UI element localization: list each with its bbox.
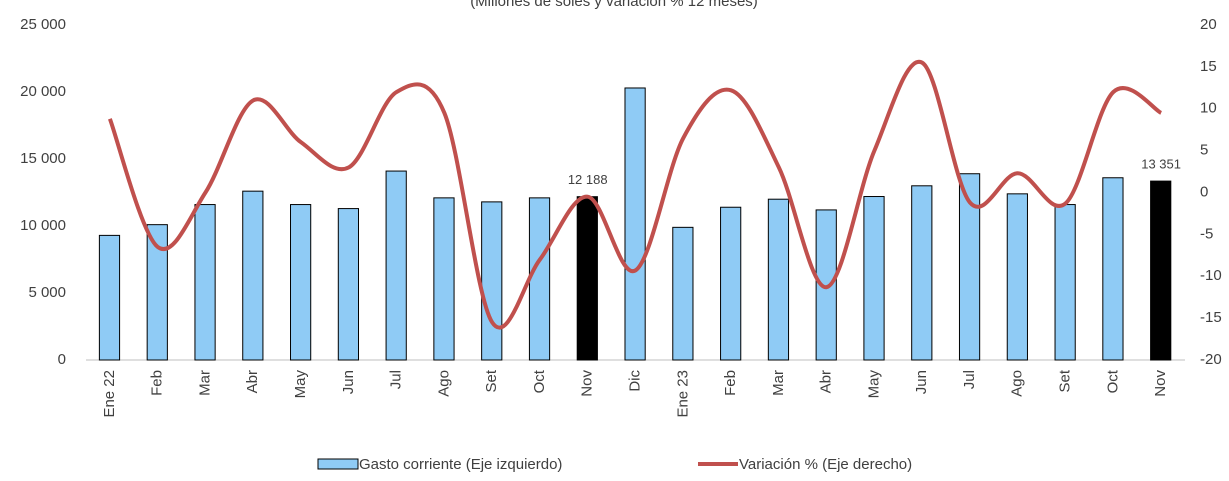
bar bbox=[1150, 180, 1172, 361]
x-tick-label: Ago bbox=[1009, 370, 1026, 397]
x-tick-label: Feb bbox=[149, 370, 166, 396]
y2-tick-label: -20 bbox=[1200, 351, 1222, 368]
bar bbox=[863, 196, 885, 361]
bar bbox=[146, 224, 168, 361]
x-tick-label: Jul bbox=[388, 370, 405, 389]
x-tick-label: Set bbox=[483, 369, 500, 392]
x-tick-label: Ene 23 bbox=[674, 370, 691, 418]
x-tick-label: Jun bbox=[913, 370, 930, 394]
y-tick-label: 10 000 bbox=[20, 217, 66, 234]
x-tick-label: Abr bbox=[244, 370, 261, 393]
y-tick-label: 5 000 bbox=[28, 284, 66, 301]
y2-tick-label: -10 bbox=[1200, 267, 1222, 284]
y2-tick-label: 15 bbox=[1200, 58, 1217, 75]
bar bbox=[337, 208, 360, 361]
y2-tick-label: -5 bbox=[1200, 225, 1213, 242]
bar bbox=[481, 201, 503, 361]
x-tick-label: Abr bbox=[818, 370, 835, 393]
bar bbox=[194, 204, 216, 361]
x-tick-label: Jul bbox=[961, 370, 978, 389]
chart-subtitle: (Millones de soles y variación % 12 mese… bbox=[470, 0, 758, 10]
legend-label: Gasto corriente (Eje izquierdo) bbox=[359, 456, 562, 473]
bar bbox=[767, 198, 790, 361]
y-tick-label: 20 000 bbox=[20, 83, 66, 100]
x-tick-label: Dic bbox=[626, 370, 643, 392]
x-tick-label: Feb bbox=[722, 370, 739, 396]
data-label: 12 188 bbox=[568, 172, 608, 187]
bar bbox=[98, 234, 121, 361]
line bbox=[108, 59, 1163, 330]
bar bbox=[815, 209, 837, 361]
y-tick-label: 0 bbox=[58, 351, 66, 368]
bar bbox=[720, 206, 742, 361]
y2-tick-label: 0 bbox=[1200, 183, 1208, 200]
x-tick-label: Set bbox=[1057, 369, 1074, 392]
bar bbox=[1006, 193, 1028, 361]
x-tick-label: May bbox=[292, 370, 309, 399]
y2-tick-label: -15 bbox=[1200, 309, 1222, 326]
bar bbox=[911, 185, 933, 361]
bar bbox=[433, 197, 455, 361]
x-tick-label: Jun bbox=[340, 370, 357, 394]
bar bbox=[385, 170, 407, 361]
legend-label: Variación % (Eje derecho) bbox=[739, 456, 912, 473]
data-label: 13 351 bbox=[1141, 157, 1181, 172]
y-tick-label: 25 000 bbox=[20, 16, 66, 33]
x-tick-label: May bbox=[865, 370, 882, 399]
bar bbox=[242, 190, 264, 361]
x-tick-label: Ene 22 bbox=[101, 370, 118, 418]
bar bbox=[528, 197, 551, 361]
bar bbox=[576, 196, 598, 361]
y2-tick-label: 5 bbox=[1200, 142, 1208, 159]
bar bbox=[290, 204, 312, 361]
y2-tick-label: 10 bbox=[1200, 100, 1217, 117]
bar bbox=[624, 87, 646, 361]
x-tick-label: Oct bbox=[531, 369, 548, 393]
bar bbox=[1054, 204, 1076, 361]
y2-tick-label: 20 bbox=[1200, 16, 1217, 33]
x-tick-label: Nov bbox=[1152, 370, 1169, 397]
x-tick-label: Mar bbox=[196, 370, 213, 396]
x-tick-label: Oct bbox=[1104, 369, 1121, 393]
legend-swatch bbox=[317, 458, 359, 470]
bar bbox=[672, 226, 694, 361]
x-tick-label: Mar bbox=[770, 370, 787, 396]
x-tick-label: Nov bbox=[579, 370, 596, 397]
x-tick-label: Ago bbox=[435, 370, 452, 397]
bar bbox=[1102, 177, 1124, 361]
y-tick-label: 15 000 bbox=[20, 150, 66, 167]
bar bbox=[958, 173, 981, 361]
